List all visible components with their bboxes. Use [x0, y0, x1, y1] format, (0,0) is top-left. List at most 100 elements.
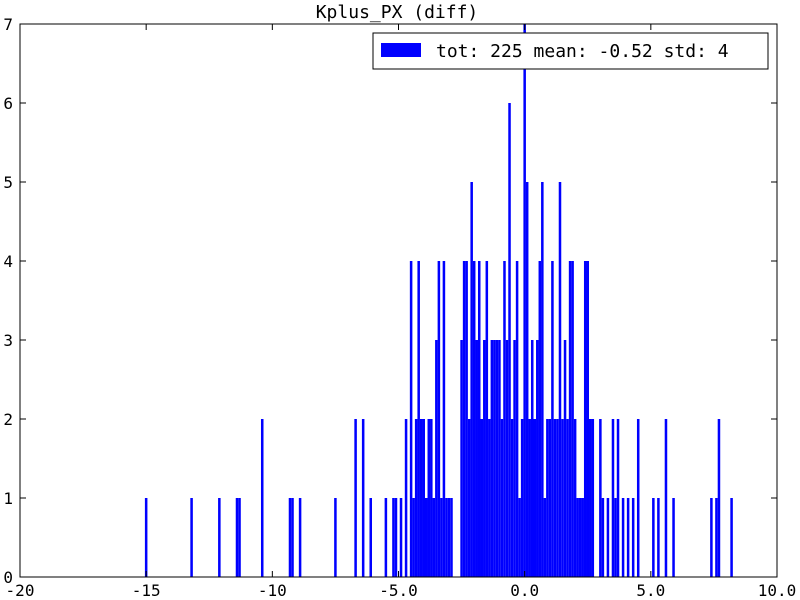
histogram-bar — [450, 498, 453, 577]
histogram-bar — [631, 498, 635, 577]
x-tick-label: 5.0 — [636, 581, 665, 600]
x-tick-label: -10 — [258, 581, 287, 600]
histogram-bar — [541, 182, 544, 577]
histogram-bar — [508, 103, 511, 577]
histogram-bar — [558, 182, 562, 577]
histogram-bar — [730, 498, 733, 577]
histogram-bar — [503, 261, 506, 577]
histogram-bar — [528, 419, 531, 577]
histogram-bar — [589, 419, 592, 577]
histogram-bar — [515, 261, 519, 577]
histogram-bar — [591, 419, 595, 577]
histogram-bar — [513, 340, 516, 577]
histogram-bar — [298, 498, 302, 577]
histogram-bar — [472, 261, 476, 577]
y-tick-label: 6 — [3, 94, 13, 113]
histogram-bar — [399, 498, 403, 577]
histogram-bar — [417, 261, 420, 577]
histogram-bar — [435, 340, 438, 577]
histogram-bar — [717, 419, 721, 577]
histogram-bar — [442, 261, 446, 577]
histogram-bar — [218, 498, 221, 577]
histogram-bar — [571, 261, 574, 577]
histogram-bar — [568, 261, 572, 577]
histogram-bar — [616, 419, 620, 577]
histogram-bar — [485, 261, 489, 577]
histogram-bar — [412, 498, 415, 577]
histogram-bar — [424, 498, 428, 577]
histogram-bar — [636, 419, 640, 577]
histogram-bar — [460, 340, 463, 577]
legend-swatch — [381, 43, 421, 57]
histogram-bar — [523, 24, 526, 577]
histogram-bar — [510, 419, 514, 577]
histogram-bar — [430, 419, 433, 577]
histogram-bar — [440, 498, 443, 577]
histogram-bar — [235, 498, 239, 577]
y-tick-label: 7 — [3, 15, 13, 34]
histogram-bar — [291, 498, 294, 577]
histogram-bar — [369, 498, 373, 577]
legend-frame — [372, 32, 769, 70]
histogram-bar — [500, 419, 504, 577]
legend-label: tot: 225 mean: -0.52 std: 4 — [436, 41, 729, 62]
x-tick-label: 0.0 — [510, 581, 539, 600]
histogram-bar — [419, 419, 423, 577]
axis-ticks — [19, 23, 778, 578]
x-tick-label: 10.0 — [758, 581, 797, 600]
histogram-bar — [445, 498, 448, 577]
histogram-bar — [404, 419, 408, 577]
histogram-bar — [652, 498, 655, 577]
histogram-bar — [467, 419, 471, 577]
y-tick-label: 2 — [3, 410, 13, 429]
histogram-bar — [465, 261, 468, 577]
histogram-bar — [611, 419, 615, 577]
histogram-bar — [384, 498, 388, 577]
x-tick-label: -5.0 — [379, 581, 418, 600]
plot-frame — [19, 23, 778, 578]
histogram-bar — [601, 498, 605, 577]
histogram-bars — [144, 24, 733, 577]
histogram-bar — [447, 498, 451, 577]
histogram-bar — [427, 419, 431, 577]
histogram-bar — [490, 340, 494, 577]
histogram-bar — [621, 498, 625, 577]
histogram-bar — [505, 340, 509, 577]
histogram-bar — [563, 340, 567, 577]
histogram-bar — [483, 340, 486, 577]
legend: tot: 225 mean: -0.52 std: 4 — [372, 32, 769, 70]
histogram-bar — [566, 419, 569, 577]
histogram-bar — [583, 261, 587, 577]
histogram-bar — [533, 419, 537, 577]
histogram-bar — [422, 419, 425, 577]
histogram-bar — [530, 340, 534, 577]
histogram-bar — [672, 498, 675, 577]
histogram-bar — [394, 498, 398, 577]
histogram-bar — [606, 498, 610, 577]
histogram-bar — [470, 182, 473, 577]
histogram-bar — [553, 419, 557, 577]
histogram-bar — [520, 419, 524, 577]
histogram-bar — [626, 498, 630, 577]
y-tick-label: 5 — [3, 173, 13, 192]
histogram-bar — [664, 419, 668, 577]
histogram-bar — [498, 340, 501, 577]
x-tick-label: -15 — [132, 581, 161, 600]
histogram-bar — [437, 261, 441, 577]
histogram-bar — [657, 498, 660, 577]
histogram-bar — [288, 498, 292, 577]
histogram-bar — [576, 498, 579, 577]
histogram-bar — [546, 419, 549, 577]
chart-title: Kplus_PX (diff) — [316, 2, 479, 23]
y-tick-label: 0 — [3, 568, 13, 587]
histogram-bar — [599, 419, 602, 577]
histogram-bar — [715, 498, 718, 577]
histogram-bar — [525, 182, 529, 577]
histogram-bar — [260, 419, 264, 577]
histogram-bar — [578, 498, 582, 577]
histogram-bar — [543, 498, 547, 577]
histogram-bar — [361, 419, 365, 577]
histogram-bar — [586, 261, 590, 577]
histogram-bar — [573, 419, 577, 577]
